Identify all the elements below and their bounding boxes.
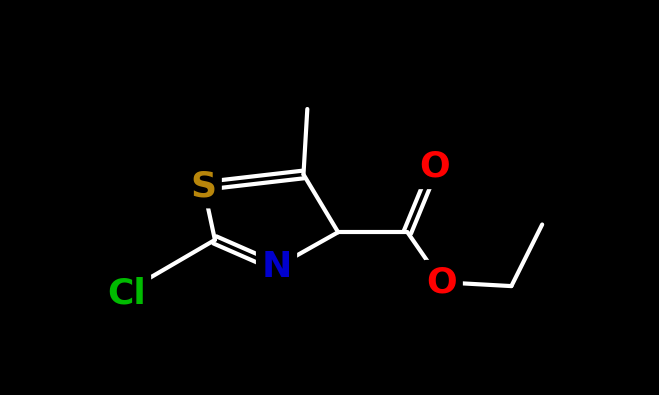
Text: S: S: [190, 169, 216, 203]
Text: O: O: [419, 150, 449, 184]
Text: O: O: [426, 265, 457, 299]
Text: N: N: [262, 250, 292, 284]
Text: Cl: Cl: [107, 277, 146, 311]
